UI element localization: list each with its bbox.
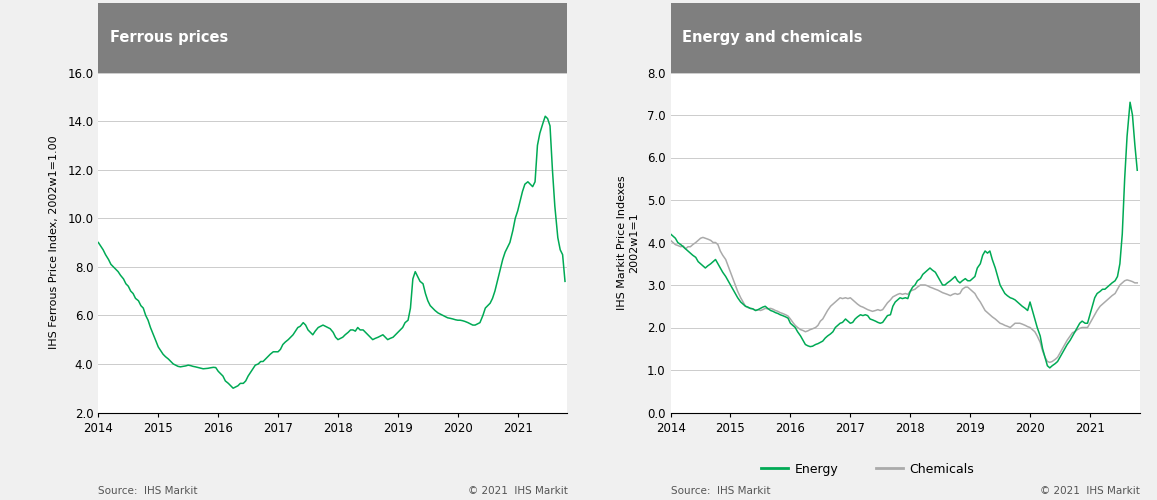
Y-axis label: IHS Ferrous Price Index, 2002w1=1.00: IHS Ferrous Price Index, 2002w1=1.00 bbox=[49, 136, 59, 350]
Legend: Energy, Chemicals: Energy, Chemicals bbox=[756, 458, 979, 481]
Text: Source:  IHS Markit: Source: IHS Markit bbox=[671, 486, 771, 496]
Text: Energy and chemicals: Energy and chemicals bbox=[683, 30, 863, 45]
Text: Source:  IHS Markit: Source: IHS Markit bbox=[98, 486, 198, 496]
Y-axis label: IHS Markit Price Indexes
2002w1=1: IHS Markit Price Indexes 2002w1=1 bbox=[617, 175, 639, 310]
Text: © 2021  IHS Markit: © 2021 IHS Markit bbox=[467, 486, 567, 496]
Text: © 2021  IHS Markit: © 2021 IHS Markit bbox=[1040, 486, 1140, 496]
Text: Ferrous prices: Ferrous prices bbox=[110, 30, 228, 45]
